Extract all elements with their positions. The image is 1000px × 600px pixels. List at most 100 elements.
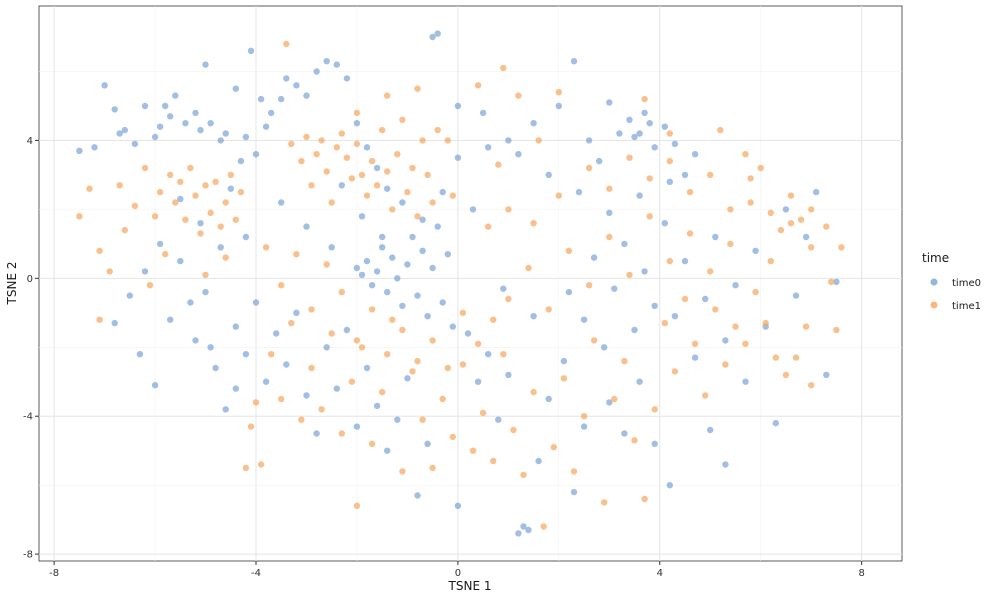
point-time1 xyxy=(373,182,381,189)
point-time1 xyxy=(787,192,795,199)
point-time0 xyxy=(429,33,436,41)
point-time1 xyxy=(565,247,573,254)
point-time0 xyxy=(666,178,673,185)
point-time0 xyxy=(636,192,643,199)
point-time1 xyxy=(252,399,260,406)
point-time1 xyxy=(318,406,325,413)
point-time0 xyxy=(358,213,366,220)
point-time1 xyxy=(131,202,139,210)
point-time1 xyxy=(762,319,769,327)
point-time0 xyxy=(479,109,487,117)
point-time0 xyxy=(384,447,391,454)
point-time0 xyxy=(217,137,224,144)
point-time1 xyxy=(479,409,487,416)
point-time1 xyxy=(384,351,391,358)
point-time0 xyxy=(363,144,371,151)
point-time0 xyxy=(247,47,255,54)
point-time0 xyxy=(444,251,451,258)
point-time1 xyxy=(293,251,300,258)
point-time1 xyxy=(439,395,446,403)
grid-lines xyxy=(39,6,902,561)
point-time0 xyxy=(424,313,431,320)
point-time0 xyxy=(641,109,648,117)
point-time1 xyxy=(626,271,633,279)
point-time1 xyxy=(717,126,724,134)
point-time1 xyxy=(348,378,356,385)
point-time0 xyxy=(439,299,446,306)
point-time0 xyxy=(227,185,234,192)
legend-swatch-time0 xyxy=(930,278,938,286)
point-time0 xyxy=(439,188,446,196)
point-time1 xyxy=(368,440,376,447)
point-time1 xyxy=(308,364,315,372)
point-time0 xyxy=(833,278,840,285)
point-time1 xyxy=(348,175,356,182)
point-time1 xyxy=(298,157,305,165)
point-time1 xyxy=(363,192,371,199)
point-time0 xyxy=(666,482,673,489)
point-time0 xyxy=(262,378,270,385)
point-time1 xyxy=(666,257,673,265)
point-time0 xyxy=(474,378,482,385)
point-time1 xyxy=(459,361,467,368)
x-tick-label: -8 xyxy=(49,568,59,579)
point-time1 xyxy=(555,192,562,199)
point-time0 xyxy=(555,102,562,110)
point-time1 xyxy=(808,382,815,389)
point-time0 xyxy=(429,264,436,272)
point-time0 xyxy=(197,220,204,227)
point-time0 xyxy=(495,416,502,423)
point-time1 xyxy=(802,323,810,330)
point-time1 xyxy=(515,92,522,99)
point-time1 xyxy=(86,185,93,192)
point-time0 xyxy=(545,171,552,179)
point-time0 xyxy=(626,116,633,124)
point-time1 xyxy=(192,192,199,199)
point-time1 xyxy=(187,164,194,172)
data-points xyxy=(76,30,845,537)
point-time1 xyxy=(182,216,189,223)
point-time1 xyxy=(288,140,295,148)
y-tick-label: -8 xyxy=(23,550,33,561)
point-time0 xyxy=(813,188,820,196)
point-time0 xyxy=(232,323,239,330)
point-time1 xyxy=(76,213,83,220)
point-time0 xyxy=(262,123,270,130)
point-time1 xyxy=(681,295,689,303)
point-time1 xyxy=(505,206,512,213)
point-time1 xyxy=(828,278,835,285)
point-time0 xyxy=(702,295,709,303)
point-time0 xyxy=(172,92,179,99)
point-time0 xyxy=(651,440,658,447)
point-time0 xyxy=(681,257,689,265)
point-time1 xyxy=(338,288,345,296)
legend-label-time0: time0 xyxy=(952,278,981,289)
point-time1 xyxy=(444,364,451,372)
point-time0 xyxy=(373,164,381,172)
point-time1 xyxy=(570,468,578,475)
point-time1 xyxy=(772,354,779,361)
point-time0 xyxy=(419,216,426,223)
point-time0 xyxy=(207,120,214,127)
point-time1 xyxy=(151,213,159,220)
point-time0 xyxy=(419,247,426,254)
point-time1 xyxy=(414,85,421,92)
point-time1 xyxy=(626,154,633,161)
point-time0 xyxy=(651,302,658,310)
point-time0 xyxy=(333,385,340,392)
point-time0 xyxy=(772,419,779,427)
point-time0 xyxy=(116,130,123,137)
point-time0 xyxy=(343,75,351,82)
point-time1 xyxy=(449,433,456,441)
point-time0 xyxy=(202,61,209,68)
point-time1 xyxy=(328,330,335,337)
point-time1 xyxy=(671,368,679,375)
point-time0 xyxy=(379,244,386,251)
point-time0 xyxy=(565,288,573,296)
point-time0 xyxy=(323,344,330,351)
x-tick-label: -4 xyxy=(251,568,261,579)
point-time1 xyxy=(257,461,265,468)
point-time1 xyxy=(833,326,840,334)
point-time0 xyxy=(616,130,623,137)
point-time0 xyxy=(525,526,532,534)
